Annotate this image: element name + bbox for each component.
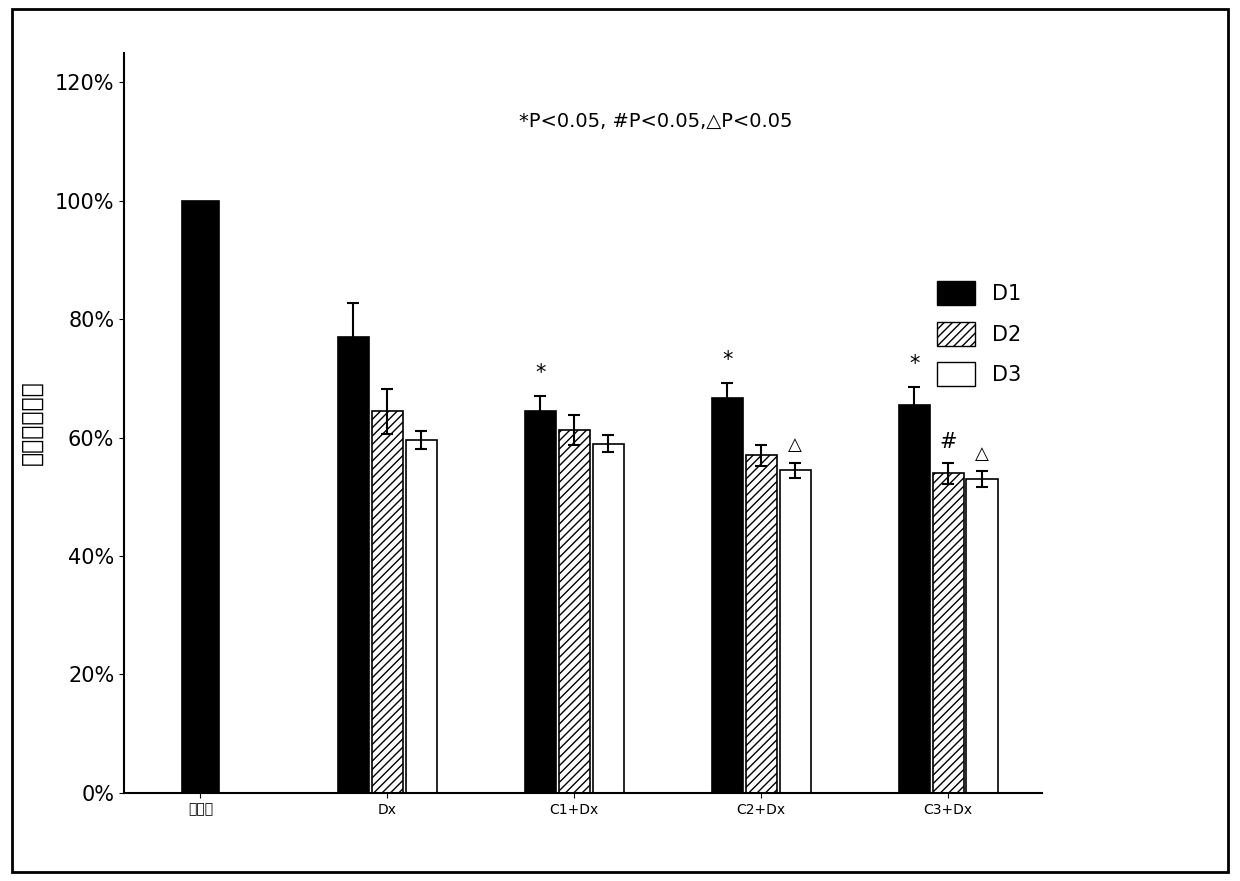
Text: *: * bbox=[909, 354, 919, 374]
Bar bbox=[405, 440, 436, 793]
Bar bbox=[966, 479, 998, 793]
Text: #: # bbox=[940, 432, 957, 452]
Bar bbox=[559, 430, 590, 793]
Text: △: △ bbox=[975, 445, 990, 463]
Legend: D1, D2, D3: D1, D2, D3 bbox=[928, 270, 1032, 396]
Bar bbox=[712, 398, 743, 793]
Y-axis label: 相对黑素含量: 相对黑素含量 bbox=[20, 381, 43, 465]
Text: *P<0.05, #P<0.05,△P<0.05: *P<0.05, #P<0.05,△P<0.05 bbox=[518, 112, 792, 131]
Bar bbox=[899, 405, 930, 793]
Text: *: * bbox=[536, 363, 546, 383]
Bar bbox=[593, 444, 624, 793]
Bar bbox=[780, 470, 811, 793]
Text: △: △ bbox=[789, 436, 802, 454]
Bar bbox=[932, 473, 963, 793]
Bar bbox=[525, 411, 556, 793]
Bar bbox=[337, 337, 370, 793]
Bar bbox=[745, 455, 776, 793]
Bar bbox=[372, 411, 403, 793]
Bar bbox=[182, 201, 219, 793]
Text: *: * bbox=[722, 350, 733, 370]
